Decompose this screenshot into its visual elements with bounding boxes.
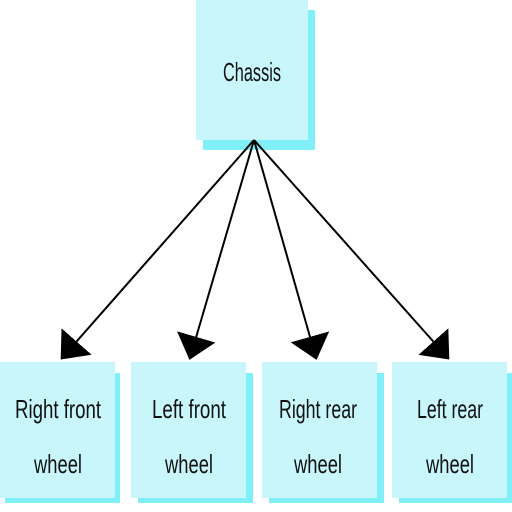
edge-chassis-right-front-wheel — [60, 139, 255, 360]
child-node-label-line2: wheel — [425, 449, 474, 479]
child-node-label-line1: Left rear — [417, 394, 483, 424]
edge-chassis-right-rear-wheel — [253, 139, 330, 360]
child-node-right-rear-wheel: Right rear wheel — [262, 362, 384, 503]
child-node-label-line1: Right rear — [279, 394, 357, 424]
edges — [60, 139, 450, 360]
child-node-box — [262, 362, 377, 498]
child-node-box — [131, 362, 246, 498]
child-node-label-line2: wheel — [33, 449, 82, 479]
child-node-label-line1: Left front — [152, 394, 227, 424]
child-node-left-front-wheel: Left front wheel — [131, 362, 253, 503]
child-node-label-line2: wheel — [164, 449, 213, 479]
child-node-label-line1: Right front — [15, 394, 102, 424]
root-node-chassis: Chassis — [196, 0, 315, 150]
child-node-box — [392, 362, 507, 498]
edge-chassis-left-rear-wheel — [253, 139, 450, 360]
child-node-box — [0, 362, 115, 498]
child-node-right-front-wheel: Right front wheel — [0, 362, 120, 503]
root-node-label: Chassis — [223, 57, 281, 87]
edge-chassis-left-front-wheel — [177, 139, 255, 360]
root-node-box — [196, 0, 308, 140]
child-node-label-line2: wheel — [293, 449, 342, 479]
child-node-left-rear-wheel: Left rear wheel — [392, 362, 512, 503]
